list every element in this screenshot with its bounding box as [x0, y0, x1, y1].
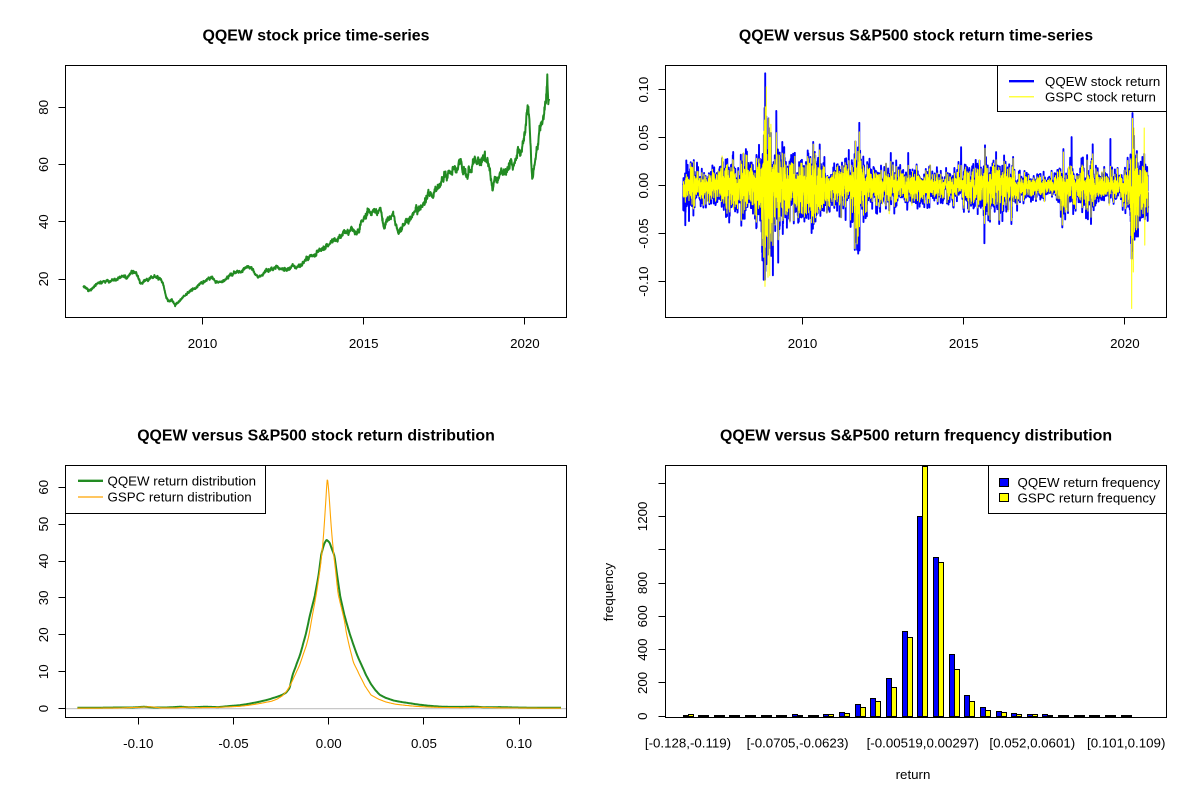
svg-text:0: 0: [635, 712, 650, 719]
svg-text:2020: 2020: [510, 336, 540, 351]
svg-text:80: 80: [36, 100, 51, 115]
svg-text:GSPC return frequency: GSPC return frequency: [1018, 491, 1157, 506]
svg-text:0.00: 0.00: [636, 173, 651, 199]
svg-text:-0.05: -0.05: [218, 736, 248, 751]
svg-text:2010: 2010: [188, 336, 218, 351]
svg-text:600: 600: [635, 605, 650, 627]
svg-text:0: 0: [36, 705, 51, 712]
svg-text:0.05: 0.05: [411, 736, 437, 751]
svg-text:800: 800: [635, 572, 650, 594]
svg-text:400: 400: [635, 639, 650, 661]
svg-text:QQEW versus S&P500 stock retur: QQEW versus S&P500 stock return time-ser…: [739, 28, 1093, 45]
svg-text:2020: 2020: [1110, 336, 1140, 351]
svg-text:50: 50: [36, 517, 51, 532]
svg-text:-0.10: -0.10: [636, 266, 651, 296]
svg-text:0.10: 0.10: [636, 77, 651, 103]
svg-text:[-0.128,-0.119): [-0.128,-0.119): [645, 736, 731, 751]
svg-text:QQEW versus S&P500 stock retur: QQEW versus S&P500 stock return distribu…: [137, 428, 495, 445]
svg-text:1200: 1200: [635, 502, 650, 532]
svg-text:0.00: 0.00: [316, 736, 342, 751]
svg-text:40: 40: [36, 214, 51, 229]
svg-text:QQEW return distribution: QQEW return distribution: [108, 474, 257, 489]
svg-text:GSPC return distribution: GSPC return distribution: [108, 490, 252, 505]
svg-text:QQEW stock price time-series: QQEW stock price time-series: [203, 28, 430, 45]
svg-text:0.10: 0.10: [506, 736, 532, 751]
svg-text:QQEW versus S&P500 return freq: QQEW versus S&P500 return frequency dist…: [720, 428, 1112, 445]
svg-text:frequency: frequency: [601, 562, 616, 621]
svg-text:[-0.0705,-0.0623): [-0.0705,-0.0623): [747, 736, 849, 751]
svg-text:20: 20: [36, 627, 51, 642]
svg-text:[0.101,0.109): [0.101,0.109): [1087, 736, 1165, 751]
svg-text:QQEW return frequency: QQEW return frequency: [1018, 475, 1161, 490]
svg-text:200: 200: [635, 672, 650, 694]
svg-text:2015: 2015: [349, 336, 379, 351]
svg-text:60: 60: [36, 157, 51, 172]
svg-text:60: 60: [36, 480, 51, 495]
svg-text:-0.10: -0.10: [123, 736, 153, 751]
svg-text:return: return: [896, 767, 931, 782]
svg-text:[0.052,0.0601): [0.052,0.0601): [989, 736, 1075, 751]
svg-text:0.05: 0.05: [636, 125, 651, 151]
svg-text:[-0.00519,0.00297): [-0.00519,0.00297): [867, 736, 979, 751]
svg-text:2010: 2010: [788, 336, 818, 351]
svg-text:40: 40: [36, 554, 51, 569]
svg-text:30: 30: [36, 591, 51, 606]
svg-text:2015: 2015: [949, 336, 979, 351]
svg-text:20: 20: [36, 272, 51, 287]
svg-text:GSPC stock return: GSPC stock return: [1045, 90, 1156, 105]
svg-text:10: 10: [36, 664, 51, 679]
svg-text:QQEW stock return: QQEW stock return: [1045, 74, 1160, 89]
svg-text:-0.05: -0.05: [636, 218, 651, 248]
